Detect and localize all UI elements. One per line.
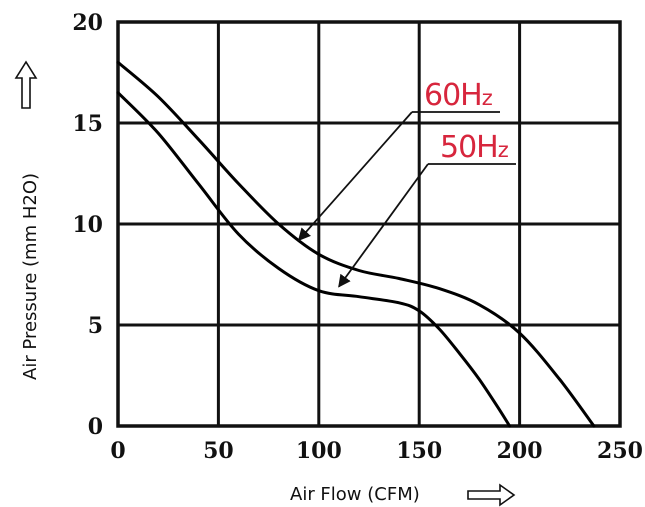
series-label-main-0: 60H [424,78,482,113]
series-annotation-0: 60Hz [297,78,500,242]
series-label-1: 50Hz [440,130,509,165]
plot-frame [116,20,622,428]
series-annotation-1: 50Hz [338,130,516,288]
series-label-0: 60Hz [424,78,493,113]
grid [116,20,622,428]
x-tick-label-4: 200 [497,438,543,464]
series-lines [116,60,596,428]
y-tick-label-4: 20 [72,10,103,36]
y-tick-label-2: 10 [72,212,103,238]
x-tick-label-2: 100 [296,438,342,464]
x-tick-label-0: 0 [110,438,125,464]
x-tick-label-3: 150 [396,438,442,464]
x-axis-arrow-icon [467,483,516,507]
y-axis-title: Air Pressure (mm H2O) [20,173,41,380]
tick-labels: 0 50 100 150 200 250 0 5 10 15 20 [72,10,643,464]
x-axis-title: Air Flow (CFM) [290,484,420,505]
series-label-sub-1: z [498,138,509,162]
series-label-main-1: 50H [440,130,498,165]
series-line-1 [116,91,512,428]
y-axis-arrow-icon [14,60,38,109]
y-tick-label-1: 5 [88,313,103,339]
annotation-arrow-0 [297,111,413,242]
y-tick-label-0: 0 [88,414,103,440]
y-tick-label-3: 15 [72,111,103,137]
annotation-arrow-1 [338,163,429,288]
series-label-sub-0: z [482,86,493,110]
series-line-0 [116,60,596,428]
x-tick-label-5: 250 [597,438,643,464]
x-tick-label-1: 50 [203,438,234,464]
